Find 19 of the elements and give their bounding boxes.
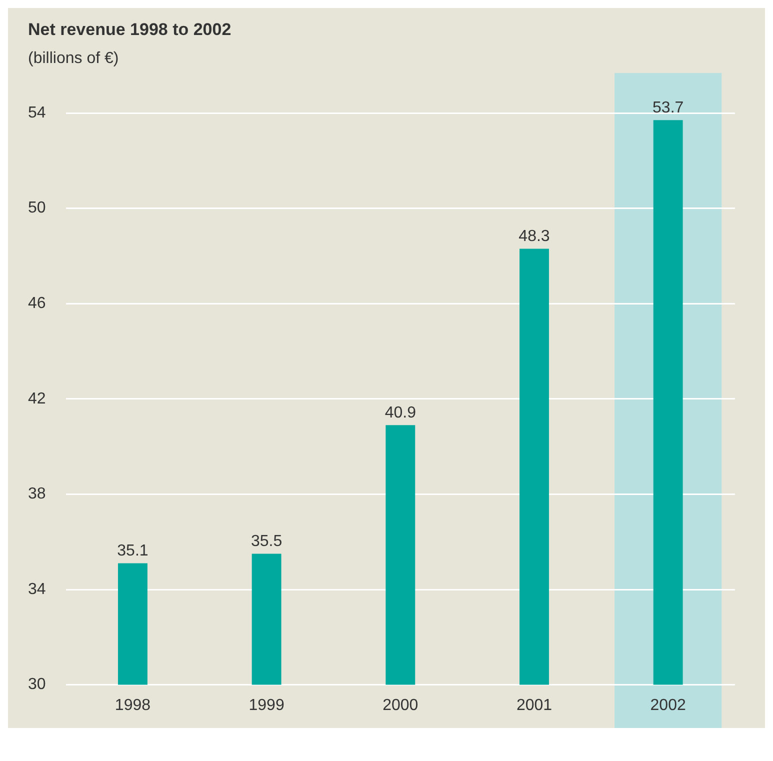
data-label: 35.1 bbox=[117, 542, 148, 560]
x-tick-label: 2001 bbox=[516, 696, 552, 714]
y-tick-label: 46 bbox=[28, 295, 46, 312]
y-tick-label: 54 bbox=[28, 104, 46, 122]
y-tick-label: 34 bbox=[28, 580, 46, 598]
x-tick-label: 2000 bbox=[382, 696, 418, 714]
y-tick-label: 38 bbox=[28, 486, 46, 503]
data-label: 48.3 bbox=[518, 228, 550, 246]
data-label: 53.7 bbox=[652, 100, 684, 117]
chart-subtitle: (billions of €) bbox=[28, 50, 120, 68]
y-tick-label: 42 bbox=[28, 390, 46, 408]
x-tick-label: 1999 bbox=[248, 696, 284, 714]
x-tick-label: 2002 bbox=[650, 696, 686, 714]
y-tick-label: 30 bbox=[28, 676, 46, 694]
chart-title: Net revenue 1998 to 2002 bbox=[28, 20, 232, 40]
data-label: 35.5 bbox=[250, 533, 282, 550]
x-tick-label: 1998 bbox=[114, 696, 151, 714]
data-label: 40.9 bbox=[384, 404, 416, 422]
y-tick-label: 50 bbox=[28, 200, 46, 217]
